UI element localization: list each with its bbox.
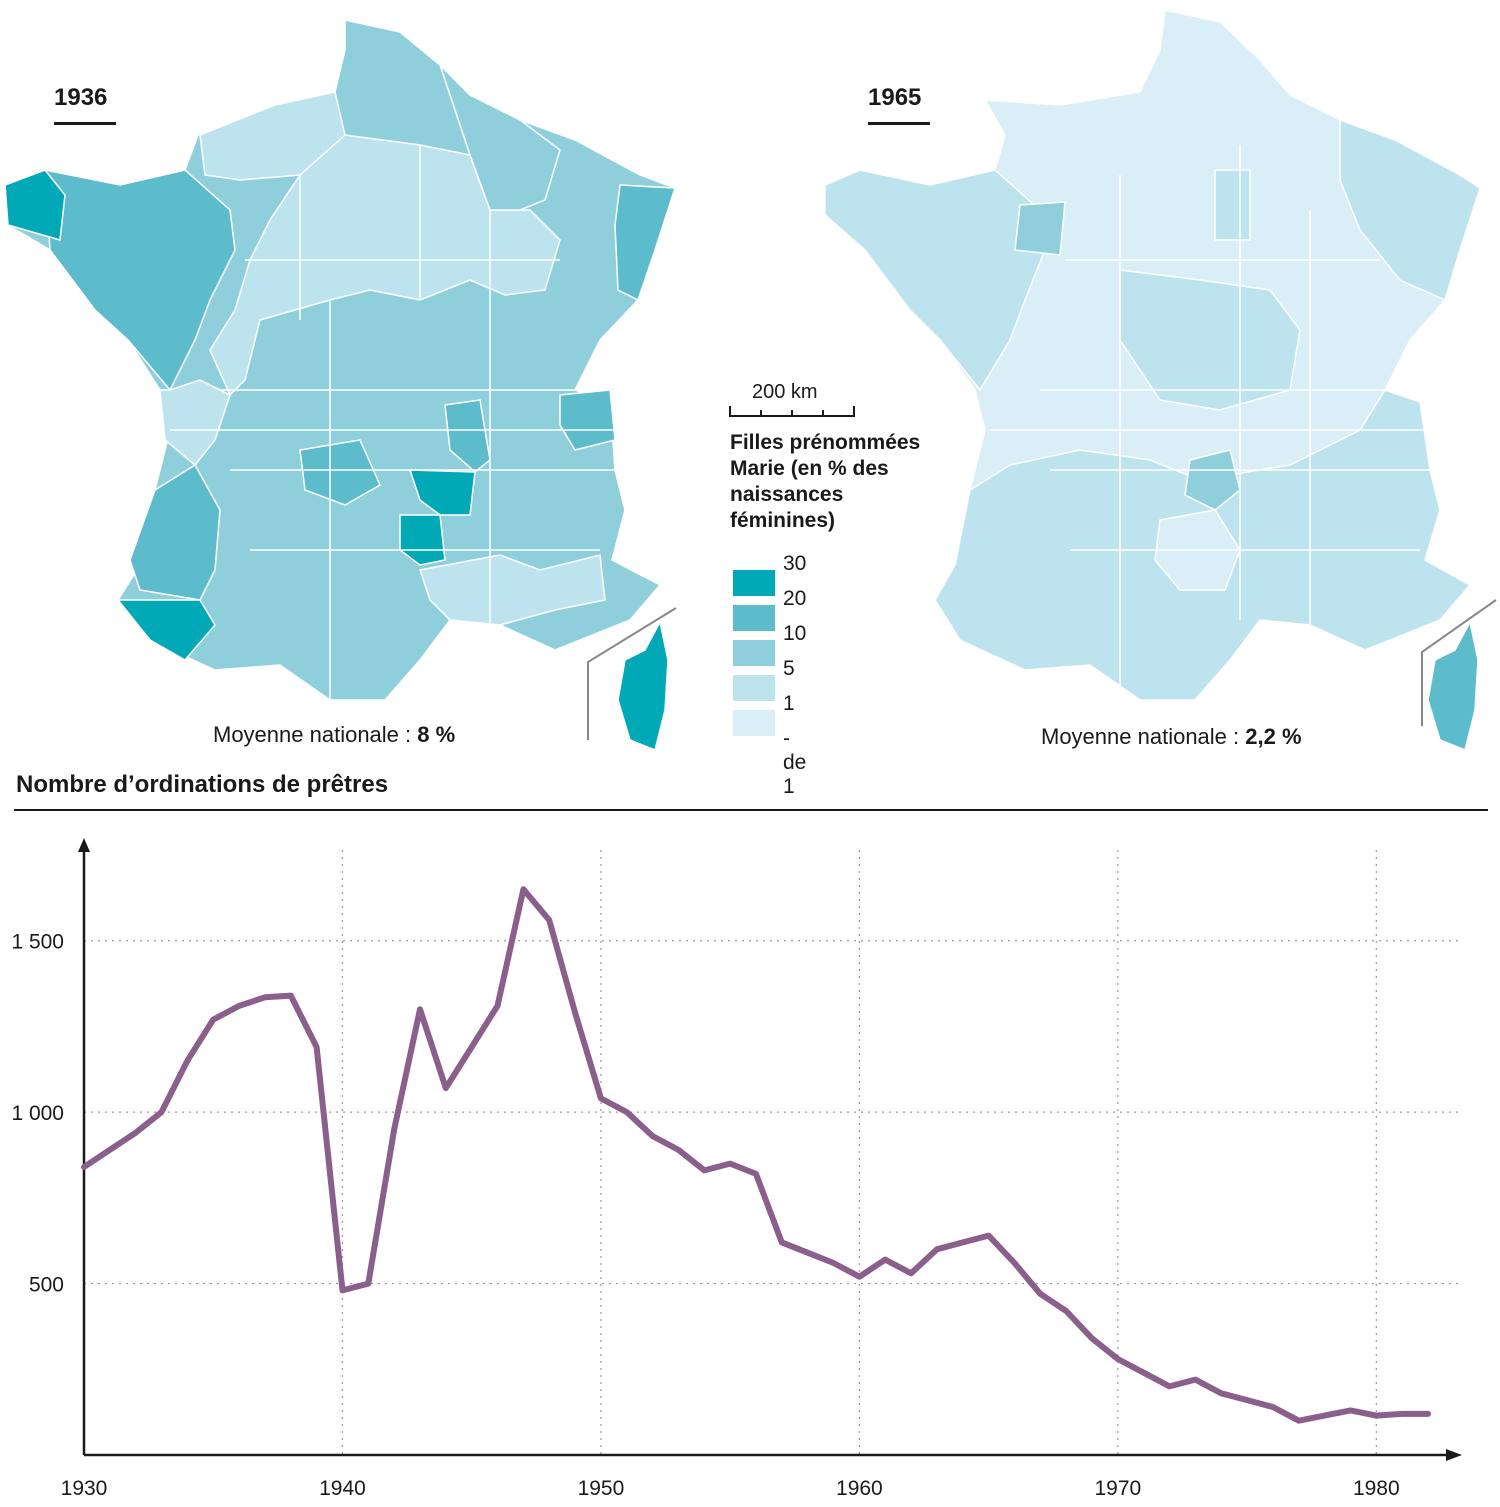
legend-label-20: 20 [783, 587, 807, 610]
y-tick-label-1000: 1 000 [11, 1102, 64, 1125]
x-tick-label-1970: 1970 [1094, 1477, 1141, 1500]
legend-label-1: 1 [783, 692, 795, 715]
chart-title-rule [14, 809, 1488, 811]
x-axis-arrow [1446, 1449, 1462, 1461]
legend-label-5: 5 [783, 657, 795, 680]
map-1965-year: 1965 [868, 84, 922, 111]
scale-label: 200 km [752, 381, 818, 403]
legend-swatch-30 [733, 570, 775, 596]
map-1936-average: Moyenne nationale : 8 % [213, 722, 455, 748]
map-1965-corsica [1427, 619, 1479, 750]
map-1965-average: Moyenne nationale : 2,2 % [1041, 724, 1302, 750]
ordinations-chart: 500 1 000 1 500 1930 1940 1950 1960 1970 1980 [11, 838, 1462, 1500]
x-tick-label-1950: 1950 [578, 1477, 625, 1500]
legend-swatch-10 [733, 640, 775, 666]
legend-label-less-than-1: - de 1 [783, 727, 807, 798]
legend-label-10: 10 [783, 622, 807, 645]
y-tick-label-1500: 1 500 [11, 931, 64, 954]
map-1936-corsica [617, 619, 669, 750]
chart-title: Nombre d’ordinations de prêtres [16, 771, 389, 798]
map-1965 [824, 10, 1497, 750]
map-1936 [4, 19, 677, 750]
legend-swatch-20 [733, 605, 775, 631]
legend-swatch-5 [733, 675, 775, 701]
x-tick-label-1930: 1930 [61, 1477, 108, 1500]
y-axis-arrow [78, 838, 90, 852]
x-tick-label-1940: 1940 [319, 1477, 366, 1500]
series-line-0 [81, 886, 1431, 1424]
legend-label-30: 30 [783, 552, 807, 575]
x-tick-label-1980: 1980 [1353, 1477, 1400, 1500]
y-tick-label-500: 500 [29, 1274, 64, 1297]
legend-title: Filles prénommées Marie (en % des naissa… [730, 431, 921, 532]
map-1936-average-value: 8 % [417, 722, 456, 747]
map-1965-average-value: 2,2 % [1245, 724, 1302, 749]
map-1936-average-label: Moyenne nationale : [213, 722, 412, 747]
legend-swatch-1 [733, 710, 775, 736]
map-1936-year: 1936 [54, 84, 108, 111]
map-1965-year-underline [868, 122, 930, 125]
map-1936-year-underline [54, 122, 116, 125]
scale-bar [729, 406, 855, 417]
x-tick-label-1960: 1960 [836, 1477, 883, 1500]
map-1965-average-label: Moyenne nationale : [1041, 724, 1240, 749]
